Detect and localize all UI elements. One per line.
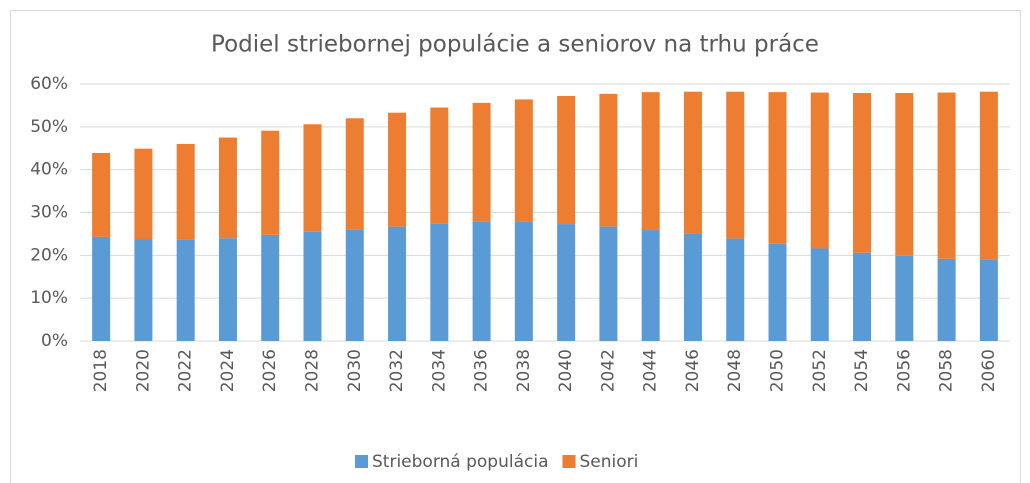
x-tick-label: 2050 — [768, 349, 788, 392]
bar-segment — [979, 91, 998, 260]
chart-title: Podiel striebornej populácie a seniorov … — [211, 32, 819, 58]
y-tick-label: 40% — [30, 160, 68, 180]
x-tick-label: 2028 — [303, 349, 323, 392]
x-tick-label: 2044 — [641, 349, 661, 392]
x-tick-label: 2032 — [387, 349, 407, 392]
bar-segment — [726, 91, 745, 239]
bar-segment — [303, 231, 322, 341]
bar-segment — [472, 221, 491, 341]
bar-segment — [92, 152, 111, 237]
x-tick-label: 2034 — [429, 349, 449, 392]
bar-segment — [388, 112, 407, 227]
bar-segment — [895, 92, 914, 256]
bar-segment — [726, 238, 745, 341]
bar-segment — [641, 92, 660, 231]
x-tick-label: 2054 — [852, 349, 872, 392]
bar-segment — [176, 143, 195, 240]
bar-segment — [937, 92, 956, 259]
x-tick-label: 2030 — [345, 349, 365, 392]
x-tick-label: 2052 — [810, 349, 830, 392]
x-tick-label: 2020 — [133, 349, 153, 392]
bar-segment — [810, 92, 829, 249]
bar-segment — [388, 226, 407, 341]
bar-segment — [430, 223, 449, 341]
x-tick-label: 2048 — [725, 349, 745, 392]
bar-segment — [853, 92, 872, 253]
bar-segment — [430, 107, 449, 224]
y-tick-label: 60% — [30, 74, 68, 94]
bar-segment — [683, 91, 702, 234]
bar-segment — [303, 124, 322, 232]
bar-segment — [599, 226, 618, 341]
bar-segment — [979, 259, 998, 341]
legend-swatch — [355, 455, 368, 468]
bar-segment — [853, 252, 872, 341]
x-tick-label: 2060 — [979, 349, 999, 392]
x-tick-label: 2038 — [514, 349, 534, 392]
bar-segment — [514, 221, 533, 341]
bar-segment — [218, 238, 237, 341]
bar-segment — [557, 224, 576, 341]
y-tick-label: 50% — [30, 117, 68, 137]
bar-segment — [261, 130, 280, 235]
x-tick-label: 2040 — [556, 349, 576, 392]
bar-segment — [641, 230, 660, 341]
bar-segment — [218, 137, 237, 239]
bar-segment — [514, 99, 533, 222]
x-tick-label: 2046 — [683, 349, 703, 392]
bar-segment — [261, 234, 280, 341]
bar-segment — [472, 102, 491, 222]
y-tick-label: 10% — [30, 288, 68, 308]
bar-segment — [345, 229, 364, 341]
legend-label: Strieborná populácia — [372, 452, 549, 472]
bar-segment — [810, 248, 829, 341]
y-tick-label: 20% — [30, 245, 68, 265]
bar-segment — [768, 92, 787, 244]
bar-segment — [92, 236, 111, 341]
x-tick-label: 2024 — [218, 349, 238, 392]
bar-segment — [599, 93, 618, 227]
bar-segment — [895, 255, 914, 341]
bar-segment — [134, 239, 153, 341]
bar-segment — [683, 233, 702, 341]
legend-swatch — [562, 455, 576, 468]
x-tick-label: 2022 — [176, 349, 196, 392]
bar-segment — [176, 239, 195, 341]
x-tick-label: 2056 — [894, 349, 914, 392]
bar-segment — [345, 118, 364, 230]
y-tick-label: 0% — [41, 331, 68, 351]
x-tick-label: 2042 — [598, 349, 618, 392]
x-tick-label: 2036 — [472, 349, 492, 392]
y-tick-label: 30% — [30, 203, 68, 223]
bar-segment — [937, 258, 956, 341]
x-tick-label: 2058 — [937, 349, 957, 392]
x-tick-label: 2026 — [260, 349, 280, 392]
legend-label: Seniori — [580, 452, 639, 472]
x-tick-label: 2018 — [91, 349, 111, 392]
bar-segment — [557, 95, 576, 225]
bar-segment — [768, 243, 787, 341]
bar-segment — [134, 148, 153, 240]
